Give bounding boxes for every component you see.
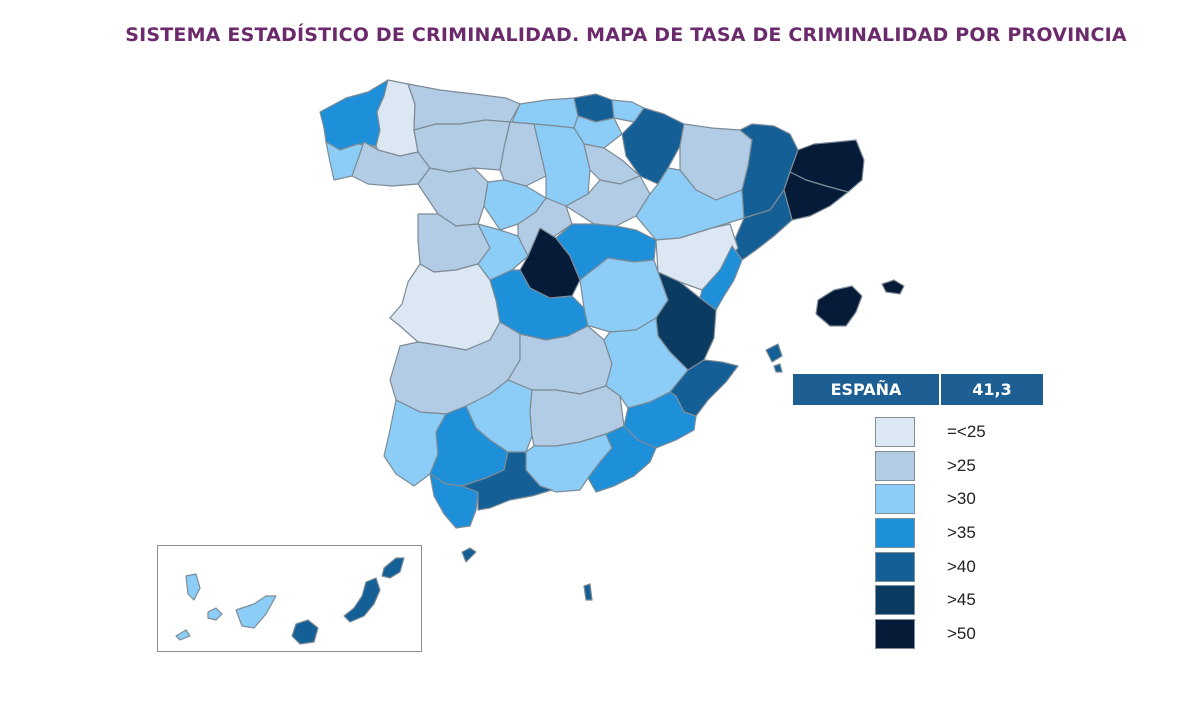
province-caceres[interactable]: Cáceres (389, 263, 501, 351)
province-segovia[interactable]: Segovia (517, 197, 573, 257)
province-formentera[interactable]: Ibiza (773, 363, 783, 373)
legend-swatch (875, 484, 915, 515)
province-fuerteventura[interactable]: Las Palmas (343, 577, 381, 623)
national-rate-label: ESPAÑA (793, 374, 941, 405)
legend-swatch (875, 618, 915, 649)
province-melilla[interactable]: Melilla (583, 583, 593, 601)
province-ceuta[interactable]: Ceuta (461, 547, 477, 563)
legend-item: >35 (875, 516, 986, 550)
province-lanzarote[interactable]: Las Palmas (381, 557, 405, 579)
canary-islands-inset-frame (157, 545, 422, 652)
legend-label: =<25 (947, 421, 986, 441)
province-mallorca[interactable]: Illes Balears (815, 285, 863, 327)
province-el-hierro[interactable]: Santa Cruz de Tenerife (175, 629, 191, 641)
province-tenerife[interactable]: Santa Cruz de Tenerife (235, 595, 277, 629)
province-leon[interactable]: León (413, 119, 511, 173)
legend-item: >25 (875, 449, 986, 483)
legend-label: >30 (947, 489, 976, 509)
legend-item: >30 (875, 482, 986, 516)
province-zamora[interactable]: Zamora (417, 167, 489, 227)
province-menorca[interactable]: Illes Balears (881, 279, 905, 295)
legend-item: >40 (875, 550, 986, 584)
province-almeria[interactable]: Almería (587, 425, 657, 493)
legend: =<25 >25 >30 >35 >40 >45 >50 (875, 415, 986, 651)
legend-label: >25 (947, 455, 976, 475)
legend-swatch (875, 585, 915, 616)
legend-item: >50 (875, 617, 986, 651)
national-rate-box: ESPAÑA 41,3 (793, 374, 1043, 405)
province-malaga[interactable]: Málaga (461, 451, 553, 511)
map-title: SISTEMA ESTADÍSTICO DE CRIMINALIDAD. MAP… (125, 24, 1127, 46)
province-la-palma[interactable]: Santa Cruz de Tenerife (185, 573, 201, 601)
province-la-gomera[interactable]: Santa Cruz de Tenerife (207, 607, 223, 621)
legend-label: >45 (947, 590, 976, 610)
legend-label: >35 (947, 522, 976, 542)
legend-swatch (875, 551, 915, 582)
national-rate-value: 41,3 (941, 374, 1043, 405)
legend-item: =<25 (875, 415, 986, 449)
legend-swatch (875, 517, 915, 548)
province-ibiza[interactable]: Ibiza (765, 343, 783, 363)
legend-swatch (875, 416, 915, 447)
province-tarragona[interactable]: Tarragona (731, 189, 793, 261)
legend-label: >50 (947, 623, 976, 643)
legend-item: >45 (875, 583, 986, 617)
province-gran-canaria[interactable]: Las Palmas (291, 619, 319, 645)
legend-label: >40 (947, 556, 976, 576)
legend-swatch (875, 450, 915, 481)
